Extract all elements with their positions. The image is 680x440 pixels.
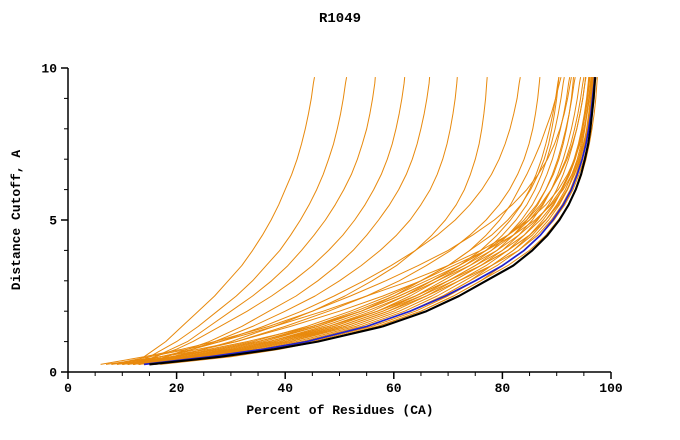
series-model-19 (127, 77, 574, 365)
series-model-14 (133, 77, 590, 365)
x-tick-label: 60 (386, 381, 402, 396)
series-model-13 (138, 77, 591, 365)
plot-area: 0 20 40 60 80 100 0 5 10 (41, 62, 623, 397)
series-model-30 (143, 77, 431, 365)
series-model-28 (138, 77, 376, 365)
series-model-29 (133, 77, 406, 365)
series-model-20 (122, 77, 560, 365)
x-axis-label: Percent of Residues (CA) (246, 403, 433, 418)
x-tick-label: 20 (169, 381, 185, 396)
series-model-25 (100, 77, 572, 365)
series-model-04 (138, 77, 582, 365)
series-model-08 (116, 77, 560, 365)
y-tick-label: 10 (41, 62, 57, 77)
series-model-11 (149, 77, 593, 365)
y-tick-label: 0 (49, 366, 57, 381)
series-model-16 (122, 77, 586, 365)
series-model-31 (138, 77, 458, 365)
series-model-26 (127, 77, 315, 365)
series-model-09 (111, 76, 562, 365)
series-model-23 (133, 77, 594, 365)
series-model-17 (111, 77, 593, 365)
series-model-32 (149, 77, 488, 365)
x-tick-label: 0 (64, 381, 72, 396)
x-tick-label: 80 (495, 381, 511, 396)
y-axis-label: Distance Cutoff, A (9, 150, 24, 291)
x-tick-label: 100 (599, 381, 623, 396)
chart-title: R1049 (319, 11, 361, 27)
x-tick-label: 40 (277, 381, 293, 396)
series-highlight-model (143, 77, 596, 366)
series-model-34 (127, 77, 521, 365)
series-model-07 (122, 77, 565, 365)
y-tick-label: 5 (49, 214, 57, 229)
series-reference-model (149, 76, 597, 366)
series-model-27 (132, 77, 348, 365)
series-model-33 (133, 77, 541, 365)
